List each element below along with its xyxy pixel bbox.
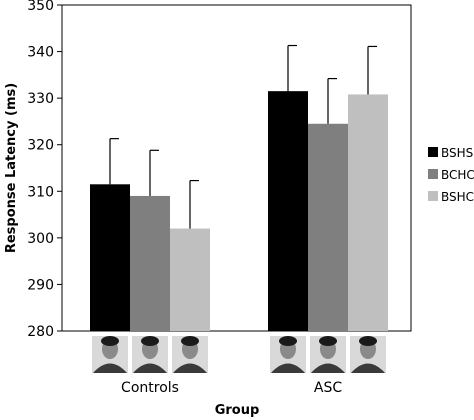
y-tick-label: 320 [27,138,54,154]
face-shoulders [351,363,385,373]
legend-label-bchc: BCHC [441,168,474,182]
y-tick-label: 290 [27,277,54,293]
x-category-label-controls: Controls [121,380,179,396]
x-category-label-asc: ASC [314,380,342,396]
legend: BSHS BCHC BSHC [428,146,474,204]
y-tick-label: 350 [27,0,54,14]
legend-label-bshc: BSHC [441,190,474,204]
legend-swatch-bshc [428,191,438,201]
legend-swatch-bshs [428,147,438,157]
bar-bshc-asc [348,94,388,331]
y-tick-label: 300 [27,231,54,247]
face-hair [141,336,159,346]
bar-series-group [90,91,388,332]
face-photo-image [172,336,208,373]
face-photo-image [310,336,346,373]
face-hair [319,336,337,346]
legend-label-bshs: BSHS [441,146,473,160]
bar-bshs-asc [268,91,308,332]
face-hair [181,336,199,346]
face-hair [101,336,119,346]
face-photo-image [270,336,306,373]
bar-bshs-controls [90,184,130,331]
face-shoulders [133,363,167,373]
bar-bshc-controls [170,228,210,331]
error-bars-group [109,44,377,229]
face-photo-image [132,336,168,373]
y-tick-label: 340 [27,45,54,61]
x-axis-title: Group [215,403,260,418]
y-tick-label: 310 [27,184,54,200]
face-shoulders [173,363,207,373]
face-shoulders [311,363,345,373]
face-hair [279,336,297,346]
y-axis: 280 290 300 310 320 330 340 350 [27,0,62,340]
legend-swatch-bchc [428,169,438,179]
y-tick-label: 280 [27,324,54,340]
y-tick-label: 330 [27,91,54,107]
bar-bchc-asc [308,123,348,331]
face-shoulders [271,363,305,373]
stimulus-images-group [92,336,386,373]
face-photo-image [92,336,128,373]
y-axis-title: Response Latency (ms) [4,83,19,253]
bar-bchc-controls [130,195,170,331]
face-shoulders [93,363,127,373]
face-photo-image [350,336,386,373]
face-hair [359,336,377,346]
